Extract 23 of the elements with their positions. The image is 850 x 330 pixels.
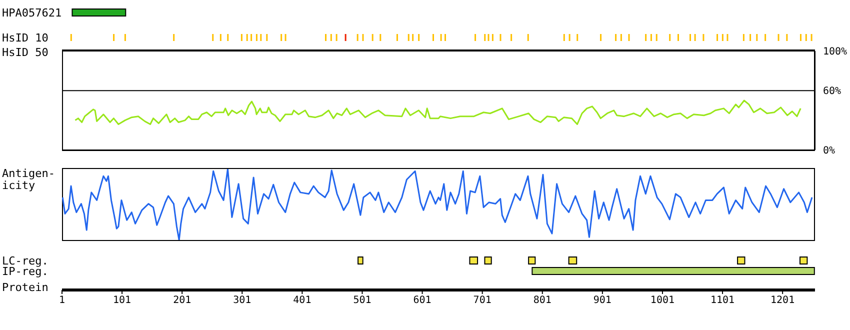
x-tick-label: 1001 (650, 295, 675, 306)
x-tick-label: 301 (233, 295, 252, 306)
x-tick-label: 901 (593, 295, 612, 306)
y-tick-label: 60% (823, 86, 842, 98)
y-axis-title: Antigen- icity (2, 167, 55, 192)
x-tick-label: 501 (353, 295, 372, 306)
x-tick-label: 1 (58, 295, 66, 306)
x-tick-label: 1201 (770, 295, 795, 306)
x-tick-label: 701 (473, 295, 492, 306)
x-tick-label: 1101 (710, 295, 735, 306)
y-tick-label: 100% (823, 46, 848, 58)
x-tick-label: 201 (173, 295, 192, 306)
y-axis-title: HsID 50 (2, 46, 48, 59)
line-series (74, 100, 802, 126)
y-tick-label: 0% (823, 146, 836, 157)
x-tick-label: 101 (113, 295, 132, 306)
x-tick-label: 801 (533, 295, 552, 306)
y-tick-label: LC-reg. (2, 254, 48, 268)
x-tick-label: 401 (293, 295, 312, 306)
x-axis-title: Protein (2, 281, 48, 294)
y-tick-label: HPA057621 (2, 6, 62, 20)
y-tick-label: HsID 10 (2, 32, 48, 44)
x-tick-label: 601 (413, 295, 432, 306)
